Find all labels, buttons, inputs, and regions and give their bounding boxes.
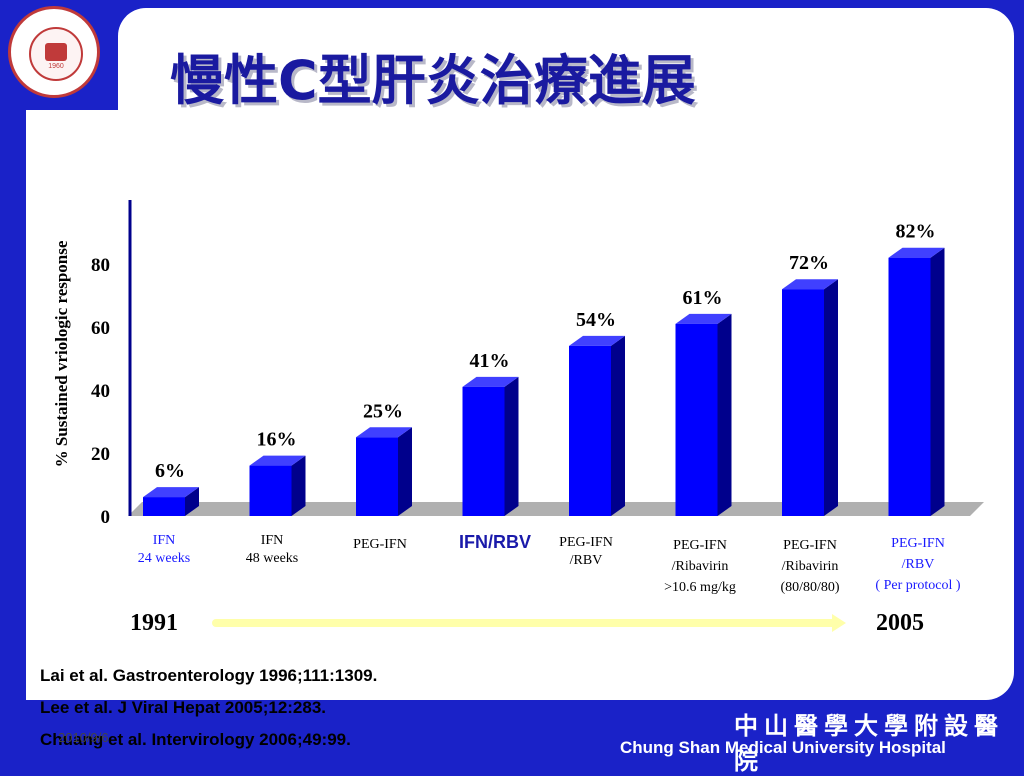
category-label: PEG-IFN/Ribavirin >10.6 mg/kg bbox=[630, 535, 770, 598]
reference-1: Lai et al. Gastroenterology 1996;111:130… bbox=[40, 666, 378, 685]
category-label-line: IFN bbox=[260, 533, 284, 548]
bar-top bbox=[569, 335, 625, 346]
category-label-line: /RBV bbox=[569, 553, 603, 568]
category-label: PEG-IFN/RBV ( Per protocol ) bbox=[848, 533, 988, 596]
category-label-line: ( Per protocol ) bbox=[875, 578, 961, 593]
bar-top bbox=[888, 247, 945, 258]
category-label: PEG-IFN bbox=[310, 536, 450, 554]
bar bbox=[888, 257, 931, 516]
date-stamp: 2010/9/6 bbox=[58, 730, 109, 745]
category-label-line: /RBV bbox=[901, 557, 935, 572]
bar-top bbox=[782, 279, 838, 290]
bar-top bbox=[462, 376, 519, 387]
bar-value-label: 61% bbox=[683, 287, 723, 309]
logo-emblem-icon bbox=[45, 43, 67, 61]
y-tick-label: 20 bbox=[91, 444, 110, 465]
category-label-line: /Ribavirin bbox=[781, 559, 839, 574]
timeline-start-year: 1991 bbox=[130, 610, 178, 636]
hospital-name-zh: 中山醫學大學附設醫院 bbox=[734, 712, 1004, 775]
bar-top bbox=[249, 455, 306, 466]
category-label-line: IFN/RBV bbox=[459, 532, 531, 552]
bar bbox=[675, 323, 718, 516]
bar-side bbox=[930, 247, 945, 516]
bar-side bbox=[611, 335, 625, 516]
category-label-line: >10.6 mg/kg bbox=[664, 580, 736, 595]
y-tick-label: 80 bbox=[91, 255, 110, 276]
logo-seal: 1960 bbox=[29, 27, 83, 81]
bar-side bbox=[824, 279, 838, 516]
category-label-line: PEG-IFN bbox=[673, 538, 727, 553]
category-label-line: PEG-IFN bbox=[783, 538, 837, 553]
slide-title: 慢性C型肝炎治療進展 bbox=[170, 49, 696, 112]
timeline-arrow-head-icon bbox=[832, 614, 846, 632]
category-label: IFN/RBV bbox=[425, 533, 565, 551]
y-tick-label: 60 bbox=[91, 318, 110, 339]
y-tick-label: 0 bbox=[101, 507, 111, 528]
category-label-line: IFN bbox=[152, 533, 176, 548]
bar-side bbox=[291, 455, 306, 516]
category-label-line: 24 weeks bbox=[137, 551, 191, 566]
bar bbox=[569, 345, 611, 516]
university-logo: 1960 bbox=[8, 6, 100, 98]
timeline-end-year: 2005 bbox=[876, 610, 924, 636]
category-label-line: PEG-IFN bbox=[891, 536, 945, 551]
category-label: IFN 24 weeks bbox=[94, 532, 234, 568]
bar-value-label: 16% bbox=[257, 429, 297, 451]
logo-year: 1960 bbox=[48, 63, 64, 70]
bar-value-label: 25% bbox=[363, 400, 403, 422]
reference-2: Lee et al. J Viral Hepat 2005;12:283. bbox=[40, 698, 327, 717]
bar-side bbox=[504, 376, 519, 516]
timeline-arrow bbox=[212, 619, 840, 627]
bar-value-label: 72% bbox=[789, 252, 829, 274]
category-label: IFN 48 weeks bbox=[202, 532, 342, 568]
content-panel bbox=[118, 8, 1014, 700]
bar-side bbox=[398, 427, 412, 516]
bar-top bbox=[675, 313, 732, 324]
category-label-line: PEG-IFN bbox=[353, 537, 407, 552]
chart-floor bbox=[128, 502, 984, 516]
category-label: PEG-IFN/RBV bbox=[516, 534, 656, 570]
references: Lai et al. Gastroenterology 1996;111:130… bbox=[40, 662, 377, 758]
category-label-line: PEG-IFN bbox=[559, 535, 613, 550]
category-label-line: 48 weeks bbox=[245, 551, 299, 566]
bar bbox=[462, 386, 505, 516]
reference-3: Chuang et al. Intervirology 2006;49:99. bbox=[40, 730, 351, 749]
bar bbox=[356, 437, 398, 516]
bar-side bbox=[717, 313, 732, 516]
bar-top bbox=[356, 427, 412, 438]
hospital-name-en: Chung Shan Medical University Hospital bbox=[620, 738, 946, 757]
bar bbox=[782, 289, 824, 516]
bar-top bbox=[143, 487, 199, 498]
category-label-line: /Ribavirin bbox=[671, 559, 729, 574]
bar-value-label: 82% bbox=[896, 221, 936, 243]
bar-value-label: 54% bbox=[576, 309, 616, 331]
bar bbox=[143, 497, 185, 516]
category-label: PEG-IFN/Ribavirin (80/80/80) bbox=[740, 535, 880, 598]
bar-value-label: 41% bbox=[470, 350, 510, 372]
content-panel-left bbox=[26, 110, 126, 700]
category-label-line: (80/80/80) bbox=[780, 580, 840, 595]
bar-side bbox=[185, 487, 199, 516]
y-tick-label: 40 bbox=[91, 381, 110, 402]
bar bbox=[249, 465, 292, 516]
bar-value-label: 6% bbox=[155, 460, 185, 482]
